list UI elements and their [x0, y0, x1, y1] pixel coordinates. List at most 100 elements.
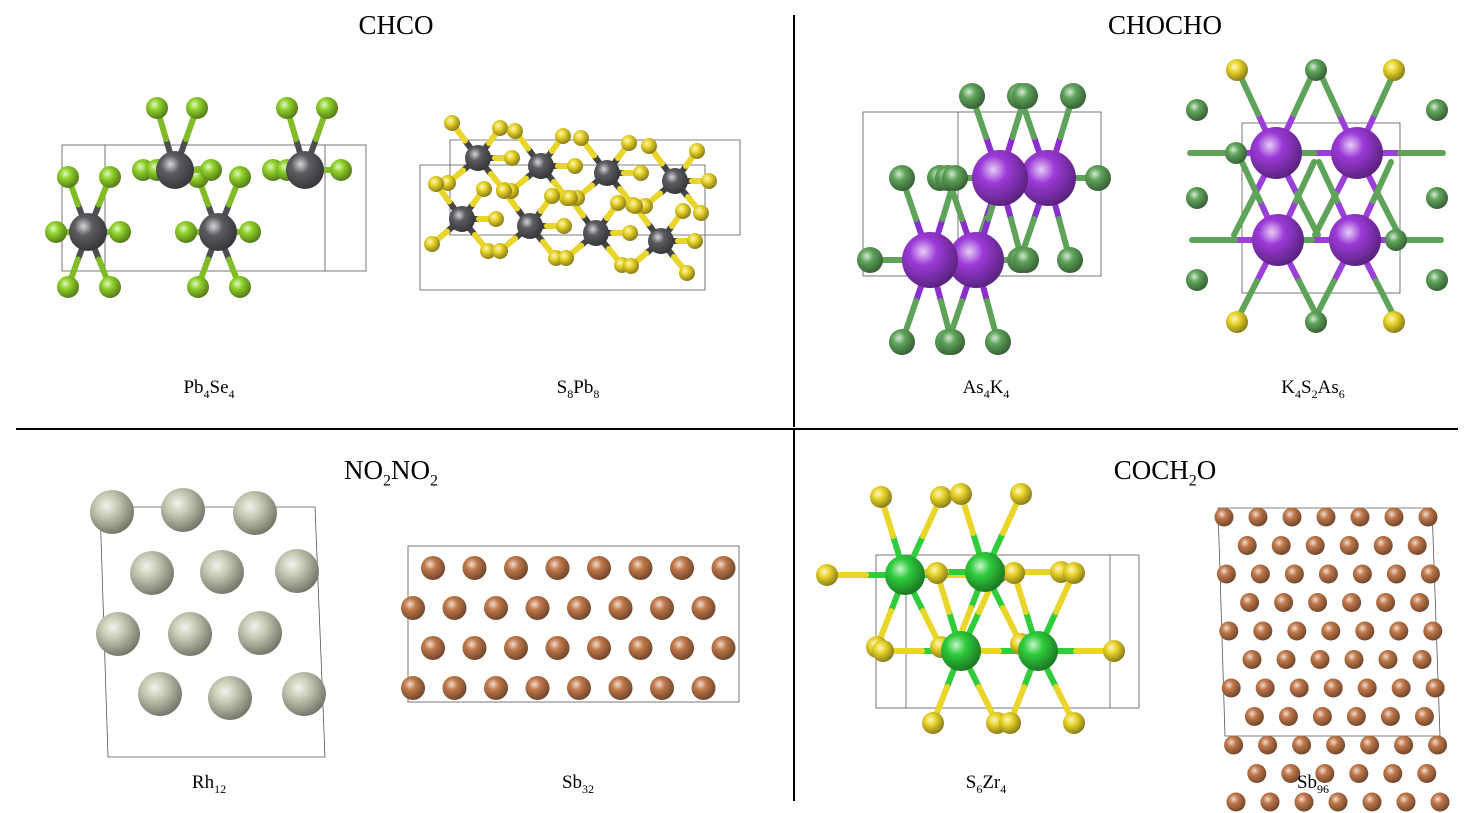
atom-s [922, 712, 944, 734]
atom-zr [965, 552, 1005, 592]
atom-k [959, 83, 985, 109]
vertical-divider-top [793, 15, 795, 427]
atom-sb [1352, 564, 1372, 584]
atom-sb [442, 596, 467, 620]
atom-sb [462, 636, 487, 660]
atom-rh [238, 611, 282, 655]
formula-sb32: Sb32 [561, 772, 595, 796]
atom-as [948, 232, 1004, 288]
atom-s [562, 190, 578, 206]
atom-zr [885, 555, 925, 595]
atom-sb [442, 676, 467, 700]
atom-se [109, 221, 131, 243]
atom-s [496, 183, 512, 199]
atom-pb [662, 168, 688, 194]
atom-k [1186, 99, 1208, 121]
atom-sb [421, 556, 445, 580]
atom-sb [1391, 678, 1411, 698]
atom-sb [525, 596, 550, 620]
atom-pb [156, 151, 194, 189]
atom-sb [1378, 650, 1398, 669]
atom-se [229, 276, 251, 298]
atom-sb [1360, 735, 1380, 755]
atom-s [492, 243, 508, 259]
bond [1291, 72, 1315, 117]
atom-sb [545, 636, 570, 660]
atom-sb [1420, 564, 1440, 584]
atom-rh [233, 491, 277, 535]
panel-title-chco: CHCO [358, 10, 434, 40]
atom-se [45, 221, 67, 243]
atom-sb [1321, 621, 1341, 641]
bond [1375, 191, 1402, 238]
atom-s [930, 486, 952, 508]
atom-as [1250, 127, 1302, 179]
atom-k [1426, 187, 1448, 209]
atom-as [1329, 214, 1381, 266]
atom-s [623, 258, 639, 274]
atom-k [939, 329, 965, 355]
atom-sb [1282, 507, 1302, 527]
atom-se [276, 97, 298, 119]
atom-se [239, 221, 261, 243]
atom-sb [401, 596, 425, 620]
atom-sb [421, 636, 445, 660]
atom-k [1305, 311, 1327, 333]
atom-pb [465, 145, 491, 171]
atom-sb [1312, 707, 1332, 726]
atom-s [555, 128, 571, 144]
atom-pb [449, 206, 475, 232]
atom-s [610, 195, 626, 211]
atom-s [556, 218, 572, 234]
atom-sb [670, 636, 694, 660]
panel-title-no2no2: NO2NO2 [344, 455, 438, 490]
atom-sb [1396, 792, 1416, 812]
atom-as [1331, 127, 1383, 179]
atom-sb [628, 556, 653, 580]
atom-k [889, 165, 915, 191]
atom-k [1060, 83, 1086, 109]
atom-sb [504, 636, 528, 660]
atom-k [1385, 229, 1407, 251]
atom-s [573, 130, 589, 146]
atom-sb [1326, 735, 1346, 755]
atom-sb [608, 596, 633, 620]
structure-pb4se4 [45, 97, 367, 298]
atom-pb [583, 220, 609, 246]
atom-s [816, 564, 838, 586]
bond [1316, 159, 1340, 204]
atom-k [1305, 59, 1327, 81]
atom-se [57, 276, 79, 298]
panel-title-coch2o: COCH2O [1113, 455, 1217, 490]
atom-sb [1394, 735, 1414, 755]
atom-k [1186, 187, 1208, 209]
unit-cell [407, 545, 740, 703]
atom-sb [1384, 507, 1404, 527]
atom-rh [200, 550, 244, 594]
unit-cell [1241, 122, 1401, 294]
atom-s [1063, 562, 1085, 584]
atom-s [480, 243, 496, 259]
atom-rh [130, 551, 174, 595]
vertical-divider-bottom [793, 429, 795, 801]
bond [1231, 191, 1258, 238]
atom-sb [504, 556, 528, 580]
atom-sb [608, 676, 633, 700]
atom-sb [1250, 564, 1270, 584]
atom-sb [691, 596, 716, 620]
atom-s [444, 115, 460, 131]
atom-as [902, 232, 958, 288]
atom-sb [1386, 564, 1406, 584]
atom-s [627, 198, 643, 214]
atom-k [1426, 99, 1448, 121]
atom-sb [650, 596, 674, 620]
bond [1372, 72, 1396, 117]
atom-rh [168, 612, 212, 656]
atom-sb [1323, 678, 1343, 698]
structure-s8pb8 [419, 115, 741, 291]
structure-sb32 [401, 545, 740, 703]
atom-pb [286, 151, 324, 189]
atom-s [689, 143, 705, 159]
atom-sb [1284, 564, 1304, 584]
